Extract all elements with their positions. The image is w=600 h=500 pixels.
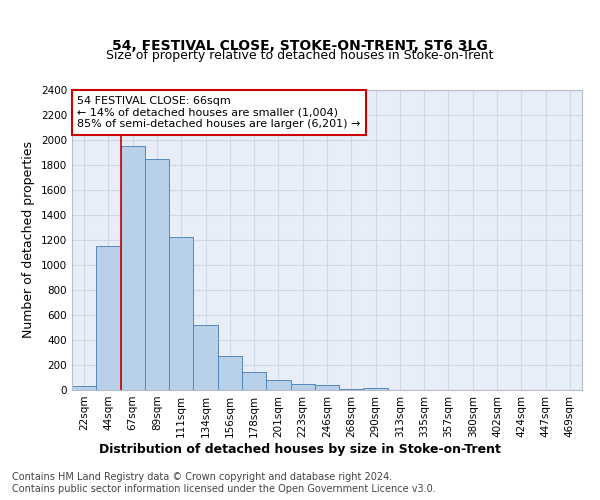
Bar [96,246,121,390]
Bar [290,384,315,390]
Text: Size of property relative to detached houses in Stoke-on-Trent: Size of property relative to detached ho… [106,50,494,62]
Bar [121,146,145,390]
Text: 54, FESTIVAL CLOSE, STOKE-ON-TRENT, ST6 3LG: 54, FESTIVAL CLOSE, STOKE-ON-TRENT, ST6 … [112,38,488,52]
Text: 54 FESTIVAL CLOSE: 66sqm
← 14% of detached houses are smaller (1,004)
85% of sem: 54 FESTIVAL CLOSE: 66sqm ← 14% of detach… [77,96,361,129]
Bar [169,237,193,390]
Bar [315,385,339,390]
Bar [72,386,96,390]
Text: Distribution of detached houses by size in Stoke-on-Trent: Distribution of detached houses by size … [99,442,501,456]
Bar [266,380,290,390]
Bar [364,388,388,390]
Bar [193,325,218,390]
Bar [145,159,169,390]
Y-axis label: Number of detached properties: Number of detached properties [22,142,35,338]
Text: Contains public sector information licensed under the Open Government Licence v3: Contains public sector information licen… [12,484,436,494]
Text: Contains HM Land Registry data © Crown copyright and database right 2024.: Contains HM Land Registry data © Crown c… [12,472,392,482]
Bar [218,356,242,390]
Bar [242,372,266,390]
